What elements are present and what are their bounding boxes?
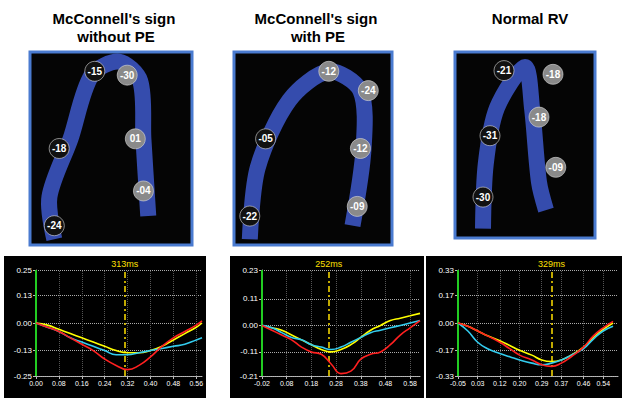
svg-text:0.17: 0.17 — [438, 291, 454, 300]
svg-text:-0.17: -0.17 — [436, 346, 455, 355]
svg-text:0.03: 0.03 — [471, 380, 485, 387]
svg-text:0.08: 0.08 — [52, 380, 66, 387]
svg-text:0.20: 0.20 — [513, 380, 527, 387]
svg-text:-09: -09 — [549, 162, 564, 173]
svg-text:0.48: 0.48 — [167, 380, 181, 387]
svg-text:Normal RV: Normal RV — [492, 10, 568, 27]
svg-text:329ms: 329ms — [538, 259, 566, 269]
svg-text:0.11: 0.11 — [243, 294, 259, 303]
svg-text:-04: -04 — [136, 185, 151, 196]
svg-text:0.00: 0.00 — [29, 380, 43, 387]
svg-text:0.16: 0.16 — [75, 380, 89, 387]
svg-text:0.12: 0.12 — [493, 380, 507, 387]
svg-text:-0.25: -0.25 — [13, 371, 32, 381]
svg-text:-18: -18 — [546, 69, 561, 80]
svg-text:313ms: 313ms — [111, 259, 139, 269]
svg-text:0.28: 0.28 — [329, 380, 343, 387]
svg-text:0.37: 0.37 — [555, 380, 569, 387]
svg-text:0.25: 0.25 — [16, 266, 32, 275]
svg-text:0.08: 0.08 — [280, 380, 294, 387]
svg-text:0.18: 0.18 — [305, 380, 319, 387]
svg-text:-18: -18 — [532, 112, 547, 123]
svg-text:-22: -22 — [243, 211, 258, 222]
svg-text:-09: -09 — [350, 201, 365, 212]
svg-text:0.32: 0.32 — [121, 380, 135, 387]
svg-text:-30: -30 — [120, 70, 135, 81]
svg-text:0.23: 0.23 — [242, 266, 258, 275]
svg-text:252ms: 252ms — [315, 259, 343, 269]
svg-text:01: 01 — [130, 133, 142, 144]
svg-text:-24: -24 — [361, 85, 376, 96]
svg-text:-0.02: -0.02 — [254, 380, 270, 387]
svg-text:0.58: 0.58 — [403, 380, 417, 387]
svg-text:-12: -12 — [353, 143, 368, 154]
svg-text:-31: -31 — [483, 130, 498, 141]
svg-text:without PE: without PE — [76, 28, 155, 45]
svg-text:-0.13: -0.13 — [14, 346, 33, 355]
svg-text:0.40: 0.40 — [144, 380, 158, 387]
svg-text:0.54: 0.54 — [596, 380, 610, 387]
svg-text:-0.11: -0.11 — [240, 347, 258, 356]
svg-text:McConnell's sign: McConnell's sign — [53, 10, 180, 27]
svg-text:-18: -18 — [52, 143, 67, 154]
svg-text:0.29: 0.29 — [535, 380, 549, 387]
svg-text:-05: -05 — [258, 133, 273, 144]
svg-text:with PE: with PE — [290, 28, 345, 45]
svg-text:0.00: 0.00 — [242, 321, 258, 330]
svg-text:-30: -30 — [476, 192, 491, 203]
svg-text:-21: -21 — [497, 65, 512, 76]
svg-text:McConnell's sign: McConnell's sign — [255, 10, 382, 27]
svg-text:0.46: 0.46 — [577, 380, 591, 387]
svg-text:0.33: 0.33 — [438, 266, 454, 275]
svg-text:0.48: 0.48 — [379, 380, 393, 387]
svg-text:-15: -15 — [88, 66, 103, 77]
svg-text:-24: -24 — [47, 220, 62, 231]
svg-text:0.56: 0.56 — [189, 380, 203, 387]
svg-text:-0.21: -0.21 — [239, 371, 258, 381]
svg-text:-0.33: -0.33 — [435, 371, 454, 381]
svg-text:-0.05: -0.05 — [450, 380, 466, 387]
svg-text:-12: -12 — [322, 66, 337, 77]
svg-text:0.13: 0.13 — [16, 291, 32, 300]
svg-text:0.38: 0.38 — [354, 380, 368, 387]
svg-text:0.24: 0.24 — [98, 380, 112, 387]
svg-text:0.00: 0.00 — [16, 319, 32, 328]
svg-text:0.00: 0.00 — [438, 319, 454, 328]
